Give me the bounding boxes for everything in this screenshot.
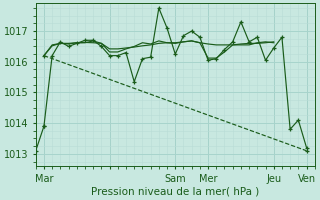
X-axis label: Pression niveau de la mer( hPa ): Pression niveau de la mer( hPa ): [91, 187, 260, 197]
